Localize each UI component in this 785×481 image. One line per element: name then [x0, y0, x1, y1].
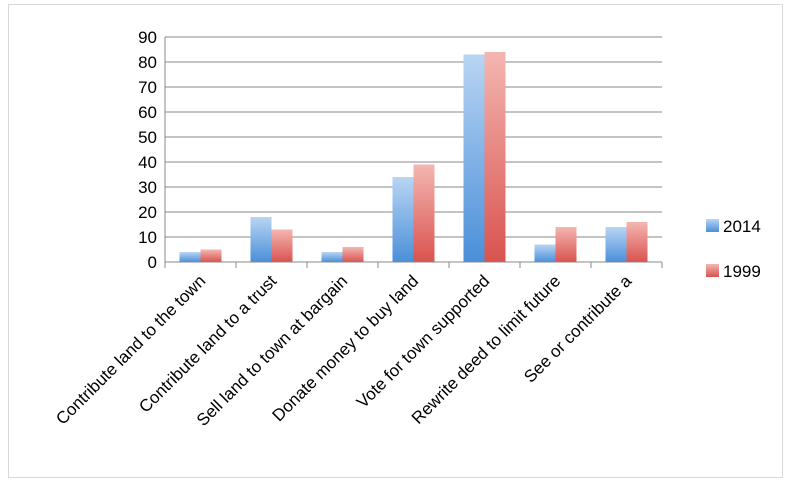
x-category-label: Sell land to town at bargain — [193, 271, 351, 429]
y-tick-label: 50 — [138, 128, 157, 147]
x-category-label: Contribute land to a trust — [135, 271, 280, 416]
bar-2014 — [250, 217, 272, 262]
legend-swatch-1999 — [706, 264, 719, 277]
y-tick-label: 40 — [138, 153, 157, 172]
bar-2014 — [392, 177, 414, 262]
y-tick-label: 10 — [138, 228, 157, 247]
x-category-label: Contribute land to the town — [52, 271, 209, 428]
legend-swatch-2014 — [706, 219, 719, 232]
y-tick-label: 70 — [138, 78, 157, 97]
bars — [179, 52, 648, 262]
bar-1999 — [413, 164, 435, 262]
legend-label: 2014 — [723, 217, 761, 236]
bar-1999 — [484, 52, 506, 262]
bar-2014 — [463, 54, 485, 262]
bar-1999 — [271, 229, 293, 262]
y-tick-label: 0 — [148, 253, 157, 272]
y-tick-label: 90 — [138, 28, 157, 47]
legend-label: 1999 — [723, 262, 761, 281]
bar-1999 — [555, 227, 577, 262]
bar-2014 — [534, 244, 556, 262]
y-tick-label: 60 — [138, 103, 157, 122]
bar-2014 — [321, 252, 343, 262]
bar-1999 — [342, 247, 364, 262]
axes — [164, 37, 663, 268]
y-tick-label: 80 — [138, 53, 157, 72]
bar-1999 — [626, 222, 648, 262]
legend: 2014 1999 — [706, 217, 761, 281]
labels: 0 10 20 30 40 50 60 70 80 90 Contribute land to th… — [52, 28, 635, 430]
bar-1999 — [200, 249, 222, 262]
x-category-label: Rewrite deed to limit future — [408, 271, 564, 427]
x-category-label: Vote for town supported — [353, 271, 493, 411]
bar-2014 — [179, 252, 201, 262]
y-tick-label: 20 — [138, 203, 157, 222]
gridlines — [165, 36, 662, 238]
x-category-label: Donate money to buy land — [269, 271, 423, 425]
y-tick-label: 30 — [138, 178, 157, 197]
bar-2014 — [605, 227, 627, 262]
